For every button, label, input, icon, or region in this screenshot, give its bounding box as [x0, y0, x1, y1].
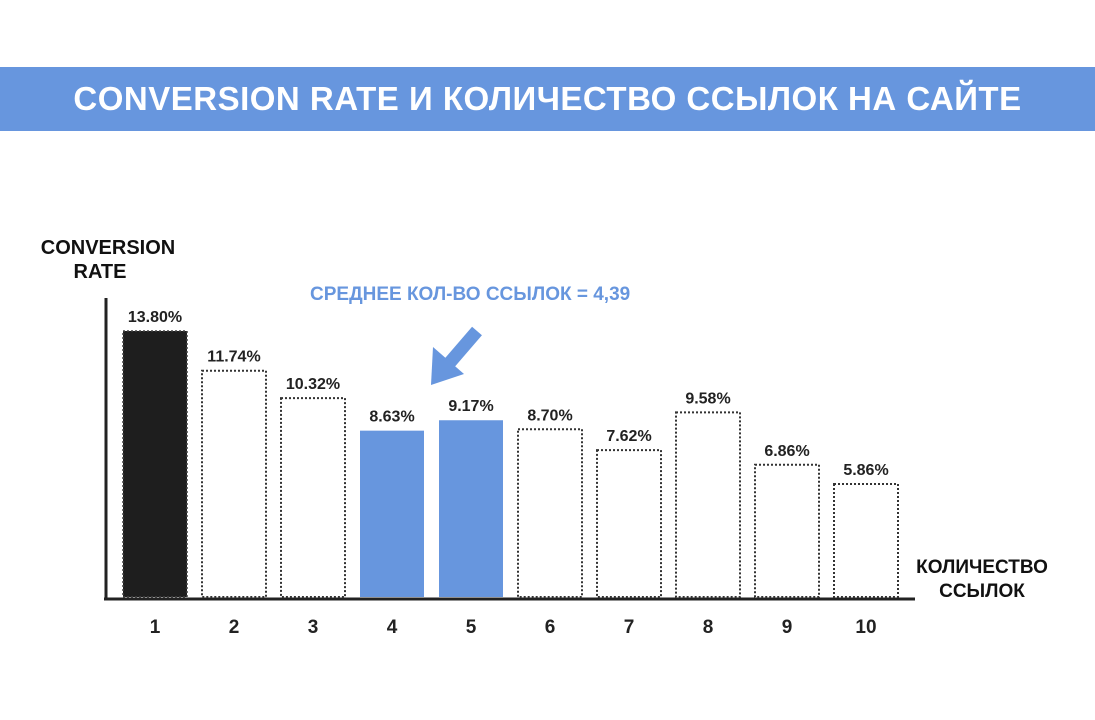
bar-value-label: 9.58%: [685, 390, 730, 407]
y-axis-label-line-2: RATE: [74, 261, 127, 283]
x-tick-label: 4: [387, 617, 398, 638]
bar-value-label: 5.86%: [843, 462, 888, 479]
page-title: CONVERSION RATE И КОЛИЧЕСТВО ССЫЛОК НА С…: [73, 80, 1022, 117]
bar-6: [517, 428, 583, 598]
bar-7: [596, 449, 662, 598]
bar-value-label: 7.62%: [606, 428, 651, 445]
bar-value-label: 6.86%: [764, 443, 809, 460]
y-axis-label-line-1: CONVERSION: [41, 237, 175, 259]
annotation-arrow-icon: [431, 326, 482, 385]
bar-4: [360, 430, 424, 597]
bar-value-label: 8.70%: [527, 407, 572, 424]
x-tick-label: 9: [782, 617, 793, 638]
bar-value-label: 11.74%: [207, 349, 260, 366]
bar-5: [439, 420, 503, 597]
bar-10: [833, 483, 899, 599]
x-axis-label-line-2: ССЫЛОК: [939, 581, 1025, 602]
x-tick-label: 1: [150, 617, 161, 638]
x-tick-label: 3: [308, 617, 319, 638]
bars-group: 13.80% 1 11.74% 2 10.32% 3 8.63% 4 9.17% 5 8.70% 6 7…: [122, 309, 899, 638]
x-tick-label: 5: [466, 617, 477, 638]
title-banner: CONVERSION RATE И КОЛИЧЕСТВО ССЫЛОК НА С…: [0, 67, 1095, 131]
bar-value-label: 8.63%: [369, 409, 414, 426]
x-tick-label: 7: [624, 617, 635, 638]
x-tick-label: 2: [229, 617, 240, 638]
x-tick-label: 8: [703, 617, 714, 638]
bar-value-label: 13.80%: [128, 309, 182, 326]
bar-value-label: 9.17%: [448, 398, 493, 415]
bar-3: [280, 397, 346, 598]
bar-value-label: 10.32%: [286, 376, 340, 393]
bar-1: [122, 330, 188, 598]
bar-8: [675, 411, 741, 599]
x-tick-label: 10: [855, 617, 876, 638]
x-tick-label: 6: [545, 617, 556, 638]
x-axis-label-line-1: КОЛИЧЕСТВО: [916, 557, 1048, 578]
average-annotation: СРЕДНЕЕ КОЛ-ВО ССЫЛОК = 4,39: [310, 284, 630, 305]
bar-9: [754, 463, 820, 599]
bar-2: [201, 369, 267, 598]
